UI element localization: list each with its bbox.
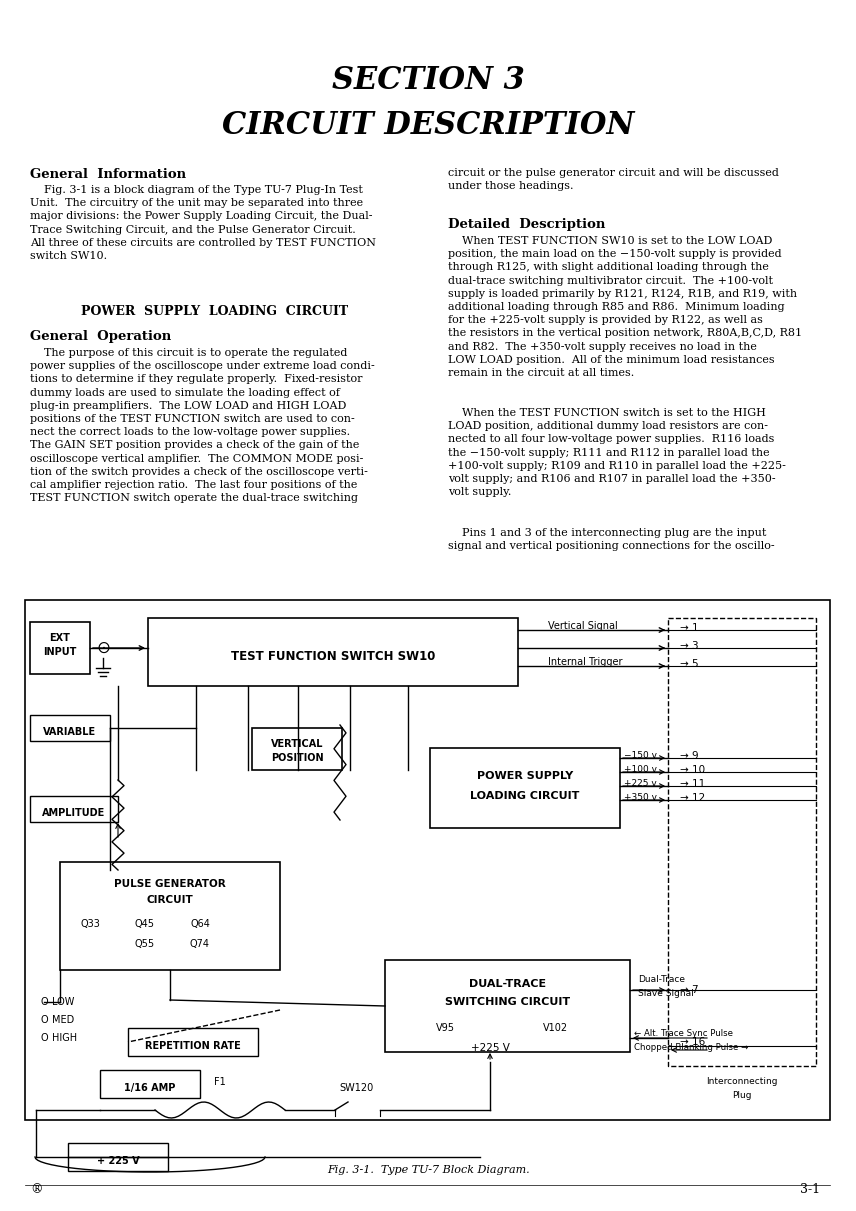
Text: Dual-Trace: Dual-Trace [638, 976, 685, 985]
Text: VARIABLE: VARIABLE [44, 727, 97, 737]
Text: CIRCUIT DESCRIPTION: CIRCUIT DESCRIPTION [222, 110, 634, 140]
Text: +100 v: +100 v [624, 764, 657, 774]
Text: HIGH: HIGH [52, 1033, 77, 1043]
Text: VERTICAL: VERTICAL [270, 739, 324, 748]
Bar [68, 1143, 168, 1171]
Text: Slave Signal: Slave Signal [638, 989, 693, 999]
Bar [30, 714, 110, 741]
Text: +350 v: +350 v [624, 792, 657, 802]
Text: → 5: → 5 [680, 659, 698, 668]
Text: → 7: → 7 [680, 985, 698, 995]
Text: Vertical Signal: Vertical Signal [548, 621, 618, 631]
Text: Fig. 3-1 is a block diagram of the Type TU-7 Plug-In Test
Unit.  The circuitry o: Fig. 3-1 is a block diagram of the Type … [30, 185, 376, 262]
Text: Chopped Blanking Pulse →: Chopped Blanking Pulse → [634, 1044, 748, 1052]
Text: PULSE GENERATOR: PULSE GENERATOR [114, 879, 226, 889]
Text: Pins 1 and 3 of the interconnecting plug are the input
signal and vertical posit: Pins 1 and 3 of the interconnecting plug… [448, 528, 775, 551]
Text: Plug: Plug [732, 1091, 752, 1101]
Text: +225 v: +225 v [624, 779, 657, 787]
Text: General  Operation: General Operation [30, 331, 171, 343]
Bar [30, 796, 118, 822]
Text: Q74: Q74 [190, 939, 210, 949]
Text: Q64: Q64 [190, 919, 210, 929]
Text: → 12: → 12 [680, 793, 705, 803]
Text: Q55: Q55 [135, 939, 155, 949]
Bar [100, 1071, 200, 1098]
Text: ← Alt. Trace Sync Pulse: ← Alt. Trace Sync Pulse [634, 1029, 733, 1039]
Text: LOW: LOW [52, 997, 74, 1008]
Text: V102: V102 [543, 1023, 568, 1033]
Bar [30, 622, 90, 675]
Text: General  Information: General Information [30, 168, 186, 180]
Text: When TEST FUNCTION SW10 is set to the LOW LOAD
position, the main load on the −1: When TEST FUNCTION SW10 is set to the LO… [448, 236, 802, 378]
Text: SWITCHING CIRCUIT: SWITCHING CIRCUIT [445, 997, 570, 1008]
Text: CIRCUIT: CIRCUIT [146, 895, 193, 905]
Text: → 10: → 10 [680, 765, 705, 775]
Text: → 1: → 1 [680, 622, 698, 633]
Text: O: O [40, 1033, 48, 1043]
Bar [25, 599, 830, 1120]
Text: −150 v: −150 v [624, 751, 657, 759]
Text: +225 V: +225 V [471, 1043, 509, 1054]
Text: 3-1: 3-1 [800, 1183, 820, 1196]
Text: + 225 V: + 225 V [97, 1157, 140, 1166]
Text: F1: F1 [214, 1077, 226, 1087]
Text: MED: MED [52, 1015, 74, 1025]
Text: 1/16 AMP: 1/16 AMP [124, 1083, 175, 1094]
Text: DUAL-TRACE: DUAL-TRACE [469, 978, 546, 989]
Text: POWER  SUPPLY  LOADING  CIRCUIT: POWER SUPPLY LOADING CIRCUIT [81, 305, 348, 318]
Bar [148, 618, 518, 685]
Text: ®: ® [30, 1183, 43, 1196]
Text: LOADING CIRCUIT: LOADING CIRCUIT [470, 791, 580, 800]
Text: → 3: → 3 [680, 641, 698, 652]
Bar [668, 618, 816, 1066]
Text: Internal Trigger: Internal Trigger [548, 658, 622, 667]
Text: REPETITION RATE: REPETITION RATE [146, 1041, 241, 1051]
Text: When the TEST FUNCTION switch is set to the HIGH
LOAD position, additional dummy: When the TEST FUNCTION switch is set to … [448, 408, 786, 498]
Bar [252, 728, 342, 770]
Text: Interconnecting: Interconnecting [706, 1078, 778, 1086]
Text: POSITION: POSITION [270, 753, 324, 763]
Text: → 11: → 11 [680, 779, 705, 790]
Text: → 9: → 9 [680, 751, 698, 761]
Text: AMPLITUDE: AMPLITUDE [43, 808, 105, 817]
Text: EXT: EXT [50, 633, 70, 643]
Text: O: O [40, 1015, 48, 1025]
Bar [128, 1028, 258, 1056]
Text: Q33: Q33 [80, 919, 100, 929]
Text: Fig. 3-1.  Type TU-7 Block Diagram.: Fig. 3-1. Type TU-7 Block Diagram. [327, 1165, 529, 1175]
Text: Detailed  Description: Detailed Description [448, 218, 605, 231]
Bar [385, 960, 630, 1052]
Text: SW120: SW120 [340, 1083, 374, 1094]
Text: POWER SUPPLY: POWER SUPPLY [477, 771, 574, 781]
Text: TEST FUNCTION SWITCH SW10: TEST FUNCTION SWITCH SW10 [231, 650, 435, 664]
Text: The purpose of this circuit is to operate the regulated
power supplies of the os: The purpose of this circuit is to operat… [30, 348, 375, 504]
Text: → 16: → 16 [680, 1037, 705, 1048]
Text: INPUT: INPUT [44, 647, 77, 658]
Text: Q45: Q45 [135, 919, 155, 929]
Text: V95: V95 [436, 1023, 455, 1033]
Text: SECTION 3: SECTION 3 [331, 65, 525, 96]
Text: circuit or the pulse generator circuit and will be discussed
under those heading: circuit or the pulse generator circuit a… [448, 168, 779, 191]
Text: O: O [40, 997, 48, 1008]
Bar [60, 862, 280, 970]
Text: ⊙: ⊙ [96, 639, 110, 658]
Bar [430, 748, 620, 828]
